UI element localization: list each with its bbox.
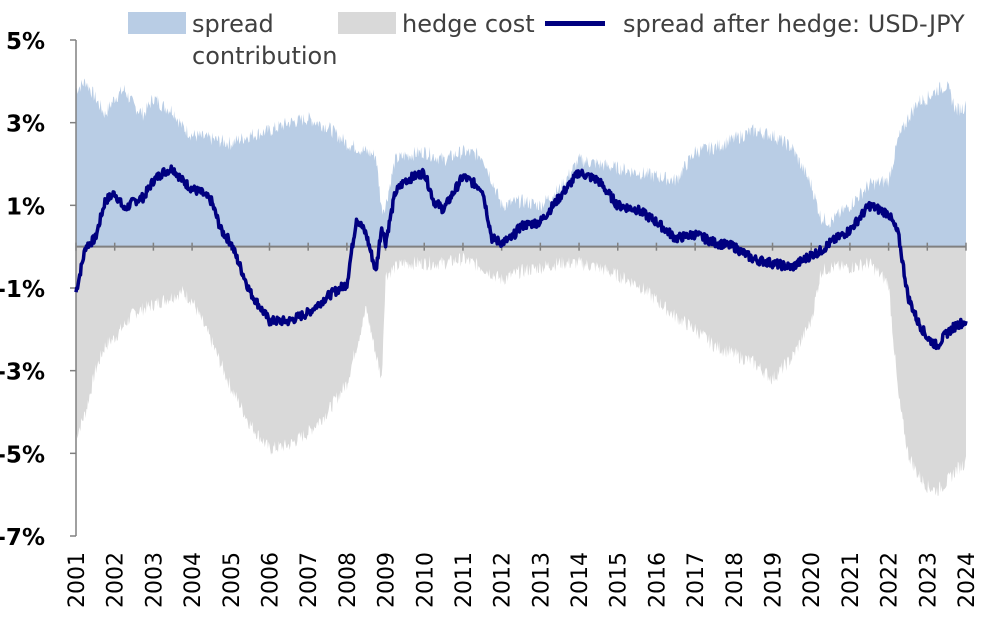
x-tick-label: 2006 [259, 552, 284, 608]
legend: spread contribution hedge cost spread af… [0, 8, 985, 78]
y-tick-label: -5% [0, 442, 45, 468]
legend-swatch-spread-after-hedge [545, 21, 605, 26]
x-tick-label: 2012 [491, 552, 516, 608]
x-tick-label: 2003 [142, 552, 167, 608]
x-tick-label: 2015 [607, 552, 632, 608]
y-tick-label: 5% [6, 29, 45, 55]
x-tick-label: 2013 [529, 552, 554, 608]
legend-label-line1: spread [192, 10, 274, 38]
legend-label-spread-contribution: spread contribution [192, 8, 337, 72]
y-tick-labels: 5% 3% 1% -1% -3% -5% -7% [0, 29, 45, 551]
series-area-hedge-cost [76, 246, 966, 496]
y-tick-label: 1% [6, 194, 45, 220]
x-tick-label: 2014 [568, 552, 593, 608]
x-tick-label: 2008 [336, 552, 361, 608]
x-tick-label: 2021 [839, 552, 864, 608]
x-tick-label: 2018 [723, 552, 748, 608]
x-tick-label: 2017 [684, 552, 709, 608]
y-tick-label: -7% [0, 525, 45, 551]
y-tick-label: -1% [0, 277, 45, 303]
y-tick-label: 3% [6, 112, 45, 138]
series-line-spread-after-hedge-usd-jpy [74, 164, 968, 351]
legend-item-hedge-cost: hedge cost [338, 8, 535, 40]
x-tick-label: 2011 [452, 552, 477, 608]
x-tick-label: 2019 [762, 552, 787, 608]
x-tick-label: 2010 [413, 552, 438, 608]
line-layer [74, 164, 968, 351]
y-tick-label: -3% [0, 360, 45, 386]
x-tick-label: 2024 [955, 552, 980, 608]
x-tick-labels: 2001 2002 2003 2004 2005 2006 2007 2008 2009 2010… [65, 552, 980, 608]
legend-label-line2: contribution [192, 42, 338, 70]
x-tick-label: 2022 [878, 552, 903, 608]
legend-item-spread-after-hedge: spread after hedge: USD-JPY [545, 8, 965, 40]
legend-item-spread-contribution: spread contribution [128, 8, 337, 72]
x-tick-label: 2004 [181, 552, 206, 608]
x-tick-label: 2009 [375, 552, 400, 608]
legend-swatch-hedge-cost [338, 12, 396, 34]
area-layer [76, 78, 966, 496]
legend-label-spread-after-hedge: spread after hedge: USD-JPY [623, 10, 965, 38]
x-tick-label: 2002 [104, 552, 129, 608]
x-tick-label: 2007 [297, 552, 322, 608]
legend-swatch-spread-contribution [128, 12, 186, 34]
x-tick-label: 2020 [800, 552, 825, 608]
x-tick-label: 2001 [65, 552, 90, 608]
x-tick-label: 2023 [916, 552, 941, 608]
x-tick-label: 2016 [645, 552, 670, 608]
x-tick-label: 2005 [220, 552, 245, 608]
series-area-spread-contribution [76, 78, 966, 247]
legend-label-hedge-cost: hedge cost [402, 10, 535, 38]
